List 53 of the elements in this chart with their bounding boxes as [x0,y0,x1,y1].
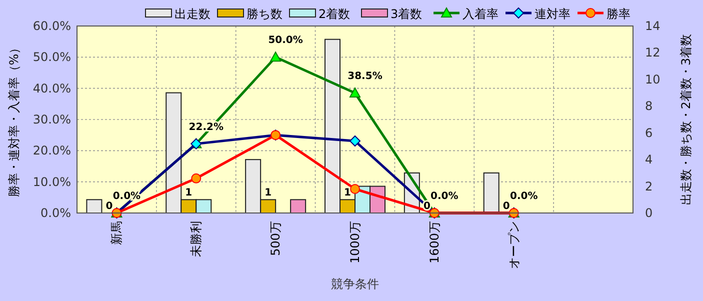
bar [324,38,340,214]
y2-tick-label: 12 [645,46,660,60]
data-label: 0 [502,201,510,212]
point [191,173,202,184]
x-axis-title: 競争条件 [331,277,379,291]
bar [196,199,212,214]
y2-tick-label: 8 [645,99,653,114]
y-tick-label: 30.0% [32,112,71,126]
y-tick-label: 60.0% [32,19,71,33]
x-tick-label: 1600万 [427,221,442,264]
legend-label: 入着率 [462,7,498,21]
data-label: 0.0% [510,191,538,202]
x-tick-label: 1000万 [348,221,362,264]
data-label: 1 [185,188,192,199]
y2-tick-label: 6 [645,126,653,140]
data-label: 50.0% [268,35,303,46]
data-label: 0.0% [430,191,458,202]
bar [483,172,500,214]
data-label: 38.5% [348,71,382,82]
y2-tick-label: 4 [645,152,653,167]
y2-axis-title: 出走数・勝ち数・2着数・3着数 [679,34,693,206]
point [270,52,282,62]
y-tick-label: 20.0% [32,144,71,158]
bar [166,92,182,214]
y2-tick-label: 14 [645,19,660,33]
y-tick-label: 0.0% [40,206,71,220]
point [350,136,360,147]
point [350,184,360,194]
point [350,88,360,98]
y2-tick-label: 2 [645,179,653,194]
legend-label: 3着数 [390,7,422,21]
x-tick-label: 500万 [268,221,283,256]
legend-label: 2着数 [318,7,350,21]
y2-tick-label: 0 [645,206,653,220]
y2-tick-label: 10 [645,72,660,86]
y-axis-title: 勝率・連対率・入着率（%） [7,42,21,198]
x-tick-label: 未勝利 [189,221,204,257]
legend-label: 勝ち数 [246,7,282,21]
data-label: 0 [423,201,430,212]
legend-label: 出走数 [174,7,210,21]
data-label: 1 [264,188,272,199]
x-tick-label: 新馬 [110,221,124,245]
bar [86,199,102,214]
y-tick-label: 40.0% [32,81,71,96]
bar [290,199,306,214]
data-label: 0 [106,201,113,212]
x-tick-label: オープン [506,221,521,269]
y-tick-label: 50.0% [32,50,71,64]
y-tick-label: 10.0% [32,174,71,189]
bar [245,159,262,214]
legend-label: 勝率 [606,7,630,21]
legend-label: 連対率 [534,7,570,21]
data-label: 1 [344,188,352,199]
